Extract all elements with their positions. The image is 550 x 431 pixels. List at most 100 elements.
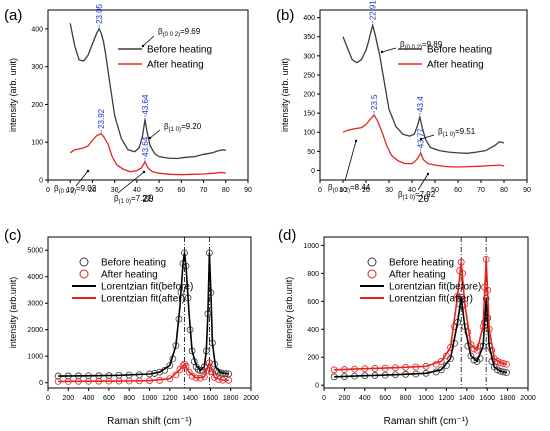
panel-label: (d)	[278, 227, 296, 244]
fwhm-label: β(1 0)=9.20	[164, 122, 202, 133]
x-tick-label: 200	[339, 395, 351, 402]
y-tick-label: 0	[311, 168, 315, 175]
peak-position-label: 43.4	[416, 96, 425, 112]
x-tick-label: 1400	[182, 395, 198, 402]
fwhm-label: β(0 0 2)=9.69	[158, 27, 201, 38]
fwhm-arrow	[75, 170, 89, 187]
x-tick-label: 1200	[162, 395, 178, 402]
y-tick-label: 0	[315, 383, 319, 390]
series-line-2	[58, 252, 229, 377]
x-tick-label: 80	[500, 187, 508, 194]
x-tick-label: 600	[103, 395, 115, 402]
fwhm-arrow-head	[86, 169, 90, 173]
fwhm-value: =9.89	[422, 40, 443, 49]
data-point	[166, 362, 174, 369]
fwhm-value: =7.22	[131, 194, 152, 203]
y-tick-label: 250	[303, 72, 315, 79]
x-tick-label: 800	[400, 395, 412, 402]
beta-subscript: (0 0 2)	[405, 45, 422, 51]
panel-b: (b) 0 10 20 30 40 50 60 70 80 90 0 50 100 150 200 250 300…	[276, 0, 531, 205]
peak-position-label: 22.91	[369, 0, 378, 20]
plot-frame	[47, 9, 249, 181]
y-tick-label: 1000	[27, 354, 43, 361]
fwhm-label: β(0 0 2)=9.89	[400, 40, 443, 51]
x-tick-label: 1800	[223, 395, 239, 402]
peak-position-label: 23.05	[95, 3, 104, 24]
fwhm-arrow-head	[142, 170, 146, 174]
y-tick-label: 200	[307, 355, 319, 362]
panel-d: (d)0 200 400 600 800 1000 1200 1400 1600 1800 2000…	[278, 227, 536, 427]
y-tick-label: 600	[307, 299, 319, 306]
x-tick-label: 40	[408, 187, 416, 194]
plot-area	[330, 237, 510, 388]
x-axis-label: Raman shift (cm⁻¹)	[107, 416, 192, 427]
x-tick-label: 60	[177, 187, 185, 194]
x-tick-label: 1200	[439, 395, 455, 402]
beta-symbol: β	[328, 183, 333, 192]
y-tick-label: 350	[303, 34, 315, 41]
fwhm-arrow-head	[426, 172, 430, 176]
x-tick-label: 80	[222, 187, 230, 194]
beta-symbol: β	[438, 127, 443, 136]
y-axis-label: intensity (arb. unit)	[280, 58, 290, 132]
fwhm-arrow	[149, 129, 161, 139]
y-tick-label: 200	[303, 92, 315, 99]
x-tick-label: 30	[385, 187, 393, 194]
panel-a: (a) 0 10 20 30 40 50 60 70 80 90 0 100 200 300 400 2θ int…	[4, 3, 252, 205]
beta-subscript: (0 0 2)	[333, 188, 350, 194]
legend-entry-label: Before heating	[147, 45, 212, 56]
legend-swatch-marker	[79, 269, 89, 279]
y-tick-label: 5000	[27, 248, 43, 255]
x-tick-label: 50	[155, 187, 163, 194]
beta-symbol: β	[164, 122, 169, 131]
fwhm-arrow	[142, 35, 155, 47]
y-tick-label: 0	[39, 178, 43, 185]
legend-entry-label: Before heating	[101, 258, 166, 269]
fwhm-arrow	[344, 140, 357, 182]
panel-label: (c)	[4, 227, 22, 244]
fwhm-arrow	[117, 171, 145, 194]
legend-entry-label: Before heating	[389, 258, 454, 269]
beta-subscript: (0 0 2)	[163, 32, 180, 38]
y-tick-label: 200	[31, 102, 43, 109]
fwhm-arrow-head	[354, 139, 358, 143]
legend-entry-label: Lorentzian fit(after)	[101, 294, 185, 305]
fwhm-label: β(0 0 2)=9.02	[54, 184, 97, 195]
x-tick-label: 2000	[520, 395, 536, 402]
legend-entry-label: Lorentzian fit(before)	[101, 282, 193, 293]
peak-position-label: 23.5	[370, 94, 379, 110]
legend-entry-label: After heating	[101, 270, 158, 281]
y-tick-label: 300	[303, 53, 315, 60]
data-point	[437, 358, 445, 365]
x-tick-label: 1600	[203, 395, 219, 402]
y-tick-label: 150	[303, 111, 315, 118]
x-tick-label: 1000	[418, 395, 434, 402]
x-tick-label: 90	[523, 187, 531, 194]
series-line-1	[69, 133, 226, 176]
fwhm-value: =9.51	[455, 127, 476, 136]
legend: Before heating After heating	[398, 45, 492, 71]
legend-entry-label: Lorentzian fit(before)	[389, 282, 481, 293]
data-point	[493, 358, 501, 365]
x-tick-label: 600	[379, 395, 391, 402]
series-line-1	[342, 114, 505, 168]
fwhm-label: β(1 0)=9.51	[438, 127, 476, 138]
data-point	[493, 366, 501, 374]
x-tick-label: 1800	[500, 395, 516, 402]
y-tick-label: 800	[307, 271, 319, 278]
x-tick-label: 70	[200, 187, 208, 194]
fwhm-value: =8.44	[350, 183, 371, 192]
legend-entry-label: Before heating	[427, 45, 492, 56]
x-tick-label: 0	[322, 395, 326, 402]
y-tick-label: 3000	[27, 301, 43, 308]
fwhm-label: β(0 0 2)=8.44	[328, 183, 371, 194]
legend-swatch-marker	[79, 257, 89, 267]
series-line-3	[58, 361, 229, 383]
x-tick-label: 1600	[479, 395, 495, 402]
x-tick-label: 1400	[459, 395, 475, 402]
y-tick-label: 1000	[303, 243, 319, 250]
y-tick-label: 400	[31, 26, 43, 33]
x-tick-label: 0	[318, 187, 322, 194]
